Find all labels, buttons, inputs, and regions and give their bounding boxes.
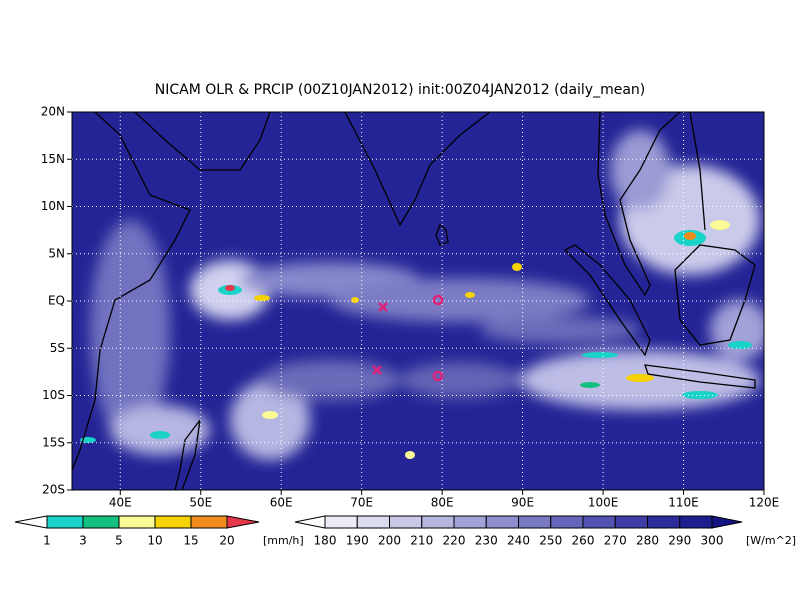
colorbar-label: 230 <box>475 534 498 548</box>
colorbar-label: 250 <box>539 534 562 548</box>
colorbar-label: 200 <box>378 534 401 548</box>
colorbar-box <box>154 515 192 529</box>
y-tick-label: 15N <box>41 152 65 166</box>
title: NICAM OLR & PRCIP (00Z10JAN2012) init:00… <box>155 82 646 98</box>
y-tick-label: 5N <box>48 246 65 260</box>
colorbar-label: 270 <box>604 534 627 548</box>
precip-speckles <box>80 220 752 459</box>
colorbar-box <box>550 515 584 529</box>
colorbar-box <box>118 515 156 529</box>
colorbar-box <box>421 515 455 529</box>
colorbar-label: 210 <box>410 534 433 548</box>
colorbar-label: 10 <box>147 534 162 548</box>
colorbar-label: 3 <box>79 534 87 548</box>
x-tick-label: 110E <box>668 496 699 510</box>
y-tick-label: EQ <box>48 294 65 308</box>
colorbar-under <box>14 515 48 529</box>
colorbar-label: 240 <box>507 534 530 548</box>
y-tick-label: 10S <box>42 388 65 402</box>
x-tick-label: 70E <box>350 496 373 510</box>
y-tick-label: 15S <box>42 435 65 449</box>
colorbar-label: 290 <box>668 534 691 548</box>
colorbar-over <box>711 515 743 529</box>
colorbar-label: 180 <box>314 534 337 548</box>
colorbar-box <box>389 515 423 529</box>
colorbar-box <box>46 515 84 529</box>
colorbar-label: 15 <box>183 534 198 548</box>
colorbar-box <box>679 515 713 529</box>
x-tick-label: 120E <box>749 496 780 510</box>
x-tick-label: 40E <box>109 496 132 510</box>
x-tick-label: 90E <box>511 496 534 510</box>
colorbar-label: 190 <box>346 534 369 548</box>
colorbar-under <box>294 515 326 529</box>
colorbar-unit: [mm/h] <box>263 534 304 547</box>
colorbar-box <box>647 515 681 529</box>
colorbar-label: 300 <box>701 534 724 548</box>
coastlines <box>72 112 756 490</box>
x-tick-label: 80E <box>431 496 454 510</box>
colorbar-box <box>582 515 616 529</box>
colorbar-label: 220 <box>443 534 466 548</box>
colorbar-label: 5 <box>115 534 123 548</box>
colorbar-box <box>614 515 648 529</box>
colorbar-box <box>82 515 120 529</box>
x-tick-label: 60E <box>270 496 293 510</box>
y-tick-label: 20N <box>41 105 65 119</box>
colorbar-label: 260 <box>572 534 595 548</box>
colorbar-box <box>190 515 228 529</box>
y-tick-label: 10N <box>41 199 65 213</box>
colorbar-box <box>453 515 487 529</box>
colorbar-box <box>324 515 358 529</box>
x-tick-label: 100E <box>588 496 619 510</box>
y-tick-label: 20S <box>42 483 65 497</box>
y-tick-label: 5S <box>50 341 65 355</box>
markers <box>372 294 444 382</box>
colorbar-unit: [W/m^2] <box>746 534 796 547</box>
colorbar-label: 20 <box>219 534 234 548</box>
x-tick-label: 50E <box>189 496 212 510</box>
colorbar-label: 280 <box>636 534 659 548</box>
colorbar-label: 1 <box>43 534 51 548</box>
colorbar-box <box>356 515 390 529</box>
grid <box>72 112 764 490</box>
map-field <box>72 112 764 490</box>
colorbar-box <box>485 515 519 529</box>
colorbar-box <box>518 515 552 529</box>
colorbar-over <box>226 515 260 529</box>
